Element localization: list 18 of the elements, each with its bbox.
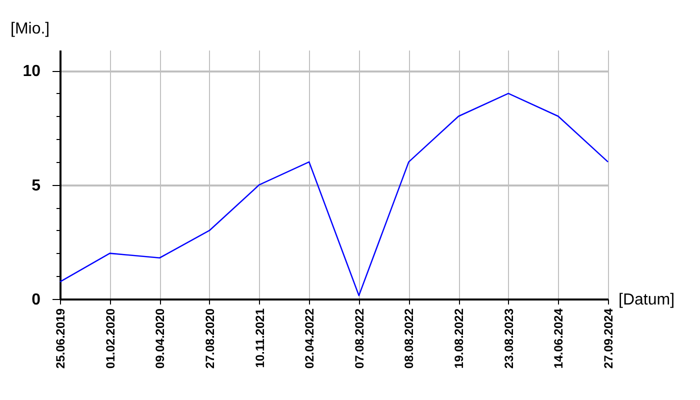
x-tick-label: 19.08.2022: [452, 308, 466, 369]
x-tick-label: 07.08.2022: [352, 308, 366, 369]
y-tick-label: 5: [32, 177, 41, 194]
y-tick-label: 10: [22, 63, 41, 80]
y-axis-title: [Mio.]: [10, 20, 50, 38]
x-tick-label: 08.08.2022: [402, 308, 416, 369]
x-tick-label: 27.08.2020: [202, 308, 217, 369]
x-tick-label: 23.08.2023: [502, 308, 516, 369]
x-tick-label: 14.06.2024: [552, 308, 566, 369]
x-tick-label: 10.11.2021: [252, 308, 267, 368]
x-tick-label: 09.04.2020: [153, 308, 168, 369]
x-tick-label: 02.04.2022: [302, 308, 317, 369]
x-tick-label: 25.06.2019: [54, 308, 68, 369]
line-series: [59, 92, 609, 296]
y-tick-label: 0: [32, 292, 41, 308]
x-tick-label: 27.09.2024: [602, 308, 616, 369]
x-tick-label: 01.02.2020: [103, 308, 118, 369]
x-axis-title: [Datum]: [618, 292, 675, 308]
